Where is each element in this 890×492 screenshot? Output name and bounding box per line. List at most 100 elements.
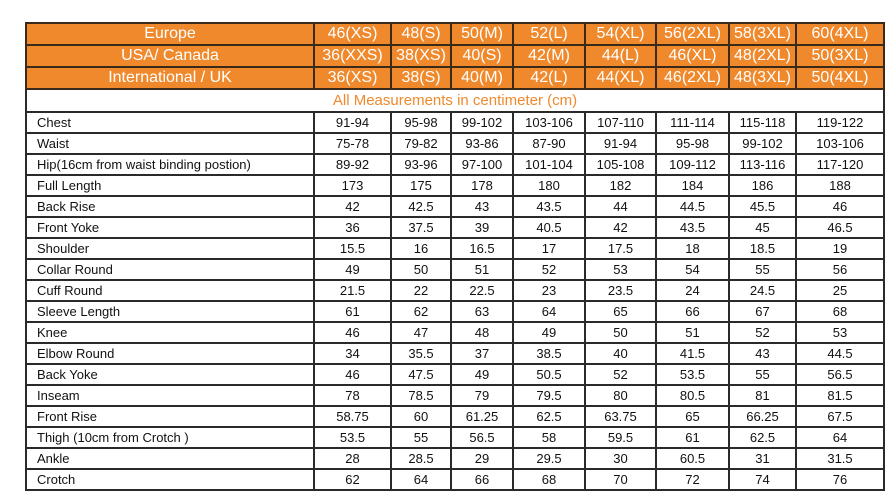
measurement-value: 42 xyxy=(313,195,392,218)
table-row: Ankle 28 28.5 29 29.5 30 60.5 31 31.5 xyxy=(25,447,885,470)
measurement-value: 62.5 xyxy=(728,426,797,449)
table-row: Thigh (10cm from Crotch ) 53.5 55 56.5 58 59.… xyxy=(25,426,885,449)
table-row: Waist 75-78 79-82 93-86 87-90 91-94 95-98 99-10… xyxy=(25,132,885,155)
measurement-value: 51 xyxy=(655,321,730,344)
measurement-value: 51 xyxy=(450,258,514,281)
measurement-value: 52 xyxy=(512,258,586,281)
measurement-value: 42 xyxy=(584,216,657,239)
measurement-value: 61.25 xyxy=(450,405,514,428)
measurement-label: Front Yoke xyxy=(25,216,315,239)
measurement-value: 79-82 xyxy=(390,132,452,155)
measurement-value: 42.5 xyxy=(390,195,452,218)
table-row: Back Rise 42 42.5 43 43.5 44 44.5 45.5 46 xyxy=(25,195,885,218)
measurement-value: 36 xyxy=(313,216,392,239)
measurement-value: 40 xyxy=(584,342,657,365)
measurement-value: 29 xyxy=(450,447,514,470)
size-label: 48(3XL) xyxy=(728,66,797,90)
size-label: 50(M) xyxy=(450,22,514,46)
measurement-value: 39 xyxy=(450,216,514,239)
measurement-value: 50.5 xyxy=(512,363,586,386)
measurement-value: 22 xyxy=(390,279,452,302)
measurement-value: 68 xyxy=(512,468,586,491)
measurement-value: 105-108 xyxy=(584,153,657,176)
measurement-value: 44 xyxy=(584,195,657,218)
size-header-row: Europe 46(XS) 48(S) 50(M) 52(L) 54(XL) 56(2XL)… xyxy=(25,22,885,46)
measurement-value: 67.5 xyxy=(795,405,885,428)
measurement-label: Elbow Round xyxy=(25,342,315,365)
table-row: Inseam 78 78.5 79 79.5 80 80.5 81 81.5 xyxy=(25,384,885,407)
measurement-value: 184 xyxy=(655,174,730,197)
measurement-label: Thigh (10cm from Crotch ) xyxy=(25,426,315,449)
measurement-value: 119-122 xyxy=(795,111,885,134)
measurement-value: 53.5 xyxy=(655,363,730,386)
measurement-value: 37 xyxy=(450,342,514,365)
measurement-value: 31.5 xyxy=(795,447,885,470)
measurement-value: 46 xyxy=(313,321,392,344)
measurement-value: 66 xyxy=(450,468,514,491)
measurement-value: 180 xyxy=(512,174,586,197)
measurement-value: 60 xyxy=(390,405,452,428)
size-label: 44(XL) xyxy=(584,66,657,90)
measurement-value: 61 xyxy=(313,300,392,323)
measurement-value: 47 xyxy=(390,321,452,344)
measurement-value: 44.5 xyxy=(655,195,730,218)
measurement-value: 95-98 xyxy=(390,111,452,134)
measurement-value: 64 xyxy=(390,468,452,491)
measurement-value: 63.75 xyxy=(584,405,657,428)
size-label: 38(S) xyxy=(390,66,452,90)
measurement-value: 40.5 xyxy=(512,216,586,239)
size-label: 40(S) xyxy=(450,44,514,68)
measurement-value: 24.5 xyxy=(728,279,797,302)
measurement-label: Sleeve Length xyxy=(25,300,315,323)
measurement-value: 31 xyxy=(728,447,797,470)
measurement-value: 58.75 xyxy=(313,405,392,428)
measurement-value: 91-94 xyxy=(313,111,392,134)
measurement-value: 175 xyxy=(390,174,452,197)
measurement-value: 55 xyxy=(728,363,797,386)
measurement-value: 99-102 xyxy=(450,111,514,134)
size-label: 60(4XL) xyxy=(795,22,885,46)
size-label: 36(XS) xyxy=(313,66,392,90)
measurement-value: 56.5 xyxy=(450,426,514,449)
measurement-value: 54 xyxy=(655,258,730,281)
size-label: 46(XS) xyxy=(313,22,392,46)
measurement-value: 65 xyxy=(584,300,657,323)
measurement-value: 95-98 xyxy=(655,132,730,155)
measurement-value: 173 xyxy=(313,174,392,197)
measurement-label: Knee xyxy=(25,321,315,344)
measurement-value: 18 xyxy=(655,237,730,260)
measurement-label: Front Rise xyxy=(25,405,315,428)
measurement-value: 91-94 xyxy=(584,132,657,155)
measurement-value: 72 xyxy=(655,468,730,491)
region-label: Europe xyxy=(25,22,315,46)
measurement-label: Full Length xyxy=(25,174,315,197)
table-row: Collar Round 49 50 51 52 53 54 55 56 xyxy=(25,258,885,281)
measurement-value: 79 xyxy=(450,384,514,407)
measurement-value: 41.5 xyxy=(655,342,730,365)
measurement-value: 66 xyxy=(655,300,730,323)
measurement-value: 178 xyxy=(450,174,514,197)
measurement-value: 89-92 xyxy=(313,153,392,176)
size-chart-table: Europe 46(XS) 48(S) 50(M) 52(L) 54(XL) 56(2XL)… xyxy=(25,22,885,491)
measurement-value: 55 xyxy=(728,258,797,281)
table-row: Chest 91-94 95-98 99-102 103-106 107-110 111-1… xyxy=(25,111,885,134)
measurement-value: 113-116 xyxy=(728,153,797,176)
measurement-value: 52 xyxy=(584,363,657,386)
measurement-value: 50 xyxy=(390,258,452,281)
size-label: 48(2XL) xyxy=(728,44,797,68)
measurement-value: 97-100 xyxy=(450,153,514,176)
table-row: Knee 46 47 48 49 50 51 52 53 xyxy=(25,321,885,344)
measurement-value: 74 xyxy=(728,468,797,491)
table-row: Sleeve Length 61 62 63 64 65 66 67 68 xyxy=(25,300,885,323)
measurement-value: 78.5 xyxy=(390,384,452,407)
measurement-value: 66.25 xyxy=(728,405,797,428)
measurement-value: 43 xyxy=(728,342,797,365)
region-label: USA/ Canada xyxy=(25,44,315,68)
measurement-value: 62 xyxy=(390,300,452,323)
measurement-value: 99-102 xyxy=(728,132,797,155)
table-row: Cuff Round 21.5 22 22.5 23 23.5 24 24.5 25 xyxy=(25,279,885,302)
units-note-row: All Measurements in centimeter (cm) xyxy=(25,88,885,113)
measurement-value: 37.5 xyxy=(390,216,452,239)
measurement-value: 64 xyxy=(512,300,586,323)
measurement-label: Inseam xyxy=(25,384,315,407)
